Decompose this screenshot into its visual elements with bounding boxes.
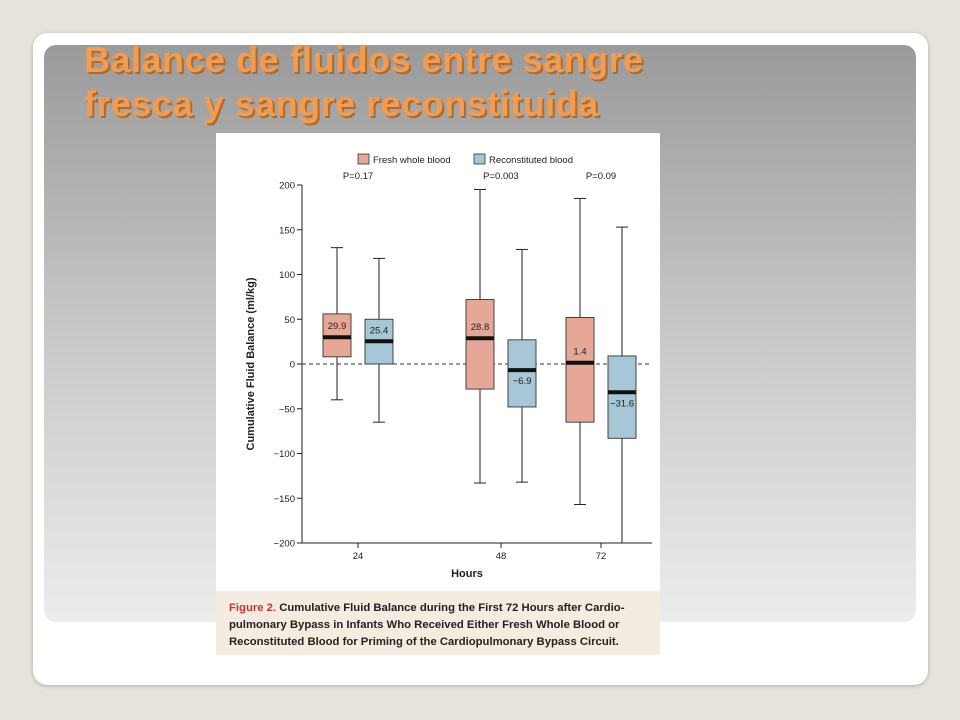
- median-label: −6.9: [513, 376, 532, 387]
- x-tick-label: 48: [496, 551, 507, 562]
- y-axis-label: Cumulative Fluid Balance (ml/kg): [245, 277, 257, 450]
- box-plot-chart: 200 150 100 50 0 −50 −100 −150 −200 Cumulative Fl…: [245, 153, 652, 580]
- y-tick-label: 50: [284, 315, 295, 326]
- legend-label: Fresh whole blood: [373, 155, 451, 166]
- y-tick-label: −200: [274, 539, 295, 550]
- x-axis-label: Hours: [451, 568, 483, 580]
- y-tick-label: 0: [290, 360, 295, 371]
- box-iqr: [465, 299, 495, 390]
- figure: 200 150 100 50 0 −50 −100 −150 −200 Cumulative Fl…: [216, 133, 660, 655]
- y-tick-label: −50: [279, 404, 295, 415]
- box-iqr: [607, 355, 637, 439]
- median-label: 28.8: [471, 322, 490, 333]
- legend-swatch: [357, 153, 370, 165]
- median-label: −31.6: [610, 398, 634, 409]
- median-label: 29.9: [328, 321, 347, 332]
- caption-text: Cumulative Fluid Balance during the Firs…: [229, 602, 625, 648]
- y-tick-label: 100: [279, 270, 295, 281]
- x-tick-label: 72: [596, 551, 607, 562]
- slide-title: Balance de fluidos entre sangre fresca y…: [84, 39, 644, 124]
- p-value-label: P=0.003: [483, 171, 519, 182]
- y-tick-label: 200: [279, 181, 295, 192]
- y-tick-label: −100: [274, 449, 295, 460]
- median-label: 1.4: [573, 347, 586, 358]
- p-value-label: P=0.17: [343, 171, 373, 182]
- median-label: 25.4: [370, 325, 389, 336]
- y-tick-label: 150: [279, 225, 295, 236]
- legend-swatch: [473, 153, 486, 165]
- x-tick-label: 24: [353, 551, 364, 562]
- p-value-label: P=0.09: [586, 171, 616, 182]
- box-iqr: [565, 317, 595, 423]
- legend-label: Reconstituted blood: [489, 155, 573, 166]
- caption-lead: Figure 2.: [229, 602, 277, 614]
- y-tick-label: −150: [274, 494, 295, 505]
- figure-caption: Figure 2. Cumulative Fluid Balance durin…: [216, 591, 660, 655]
- box-iqr: [507, 339, 537, 408]
